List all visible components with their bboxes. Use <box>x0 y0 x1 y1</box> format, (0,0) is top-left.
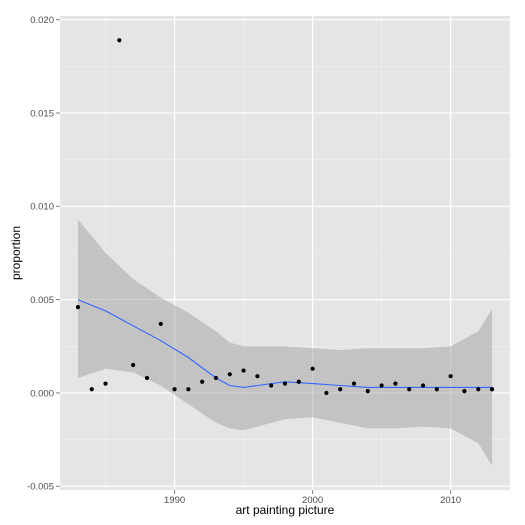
data-point <box>489 387 495 392</box>
data-point <box>172 387 177 392</box>
x-tick-label: 2000 <box>302 495 323 506</box>
data-point <box>227 372 232 377</box>
data-point <box>476 387 481 392</box>
data-point <box>462 388 467 394</box>
data-point <box>131 362 136 368</box>
data-point <box>338 387 343 392</box>
data-point <box>103 381 108 386</box>
data-point <box>296 379 301 384</box>
y-tick-label: 0.000 <box>30 388 54 399</box>
data-point <box>269 383 274 388</box>
y-axis-ticks: -0.005 0.000 0.005 0.010 0.015 0.020 <box>27 15 60 493</box>
x-axis-ticks: 1990 2000 2010 <box>164 490 461 506</box>
data-point <box>310 366 315 371</box>
data-point <box>200 379 205 384</box>
data-point <box>89 387 94 392</box>
data-point <box>365 388 370 394</box>
data-point <box>448 374 453 379</box>
data-point <box>407 387 412 392</box>
x-axis-title: art painting picture <box>236 503 335 517</box>
data-point <box>393 381 398 386</box>
y-tick-label: 0.015 <box>30 108 54 119</box>
data-point <box>420 383 426 388</box>
y-tick-label: 0.020 <box>30 15 54 26</box>
y-tick-label: 0.005 <box>30 295 54 306</box>
grid-lines <box>60 16 510 490</box>
confidence-ribbon <box>77 219 493 466</box>
x-tick-label: 1990 <box>164 495 185 506</box>
x-tick-label: 2010 <box>440 495 461 506</box>
data-point <box>255 374 260 379</box>
data-point <box>434 387 439 392</box>
data-point <box>351 381 357 386</box>
data-point <box>144 375 150 381</box>
data-point <box>213 375 219 381</box>
data-point <box>324 390 329 396</box>
data-point <box>186 387 191 392</box>
data-point <box>75 305 81 310</box>
data-points <box>75 38 495 396</box>
confidence-ribbon-layer <box>77 219 493 466</box>
y-tick-label: 0.010 <box>30 202 54 213</box>
y-tick-label: -0.005 <box>27 482 54 493</box>
data-point <box>241 368 246 373</box>
data-point <box>158 321 163 327</box>
data-point <box>282 381 288 386</box>
data-point <box>117 38 122 43</box>
data-point <box>379 383 384 388</box>
y-axis-title: proportion <box>9 226 23 280</box>
